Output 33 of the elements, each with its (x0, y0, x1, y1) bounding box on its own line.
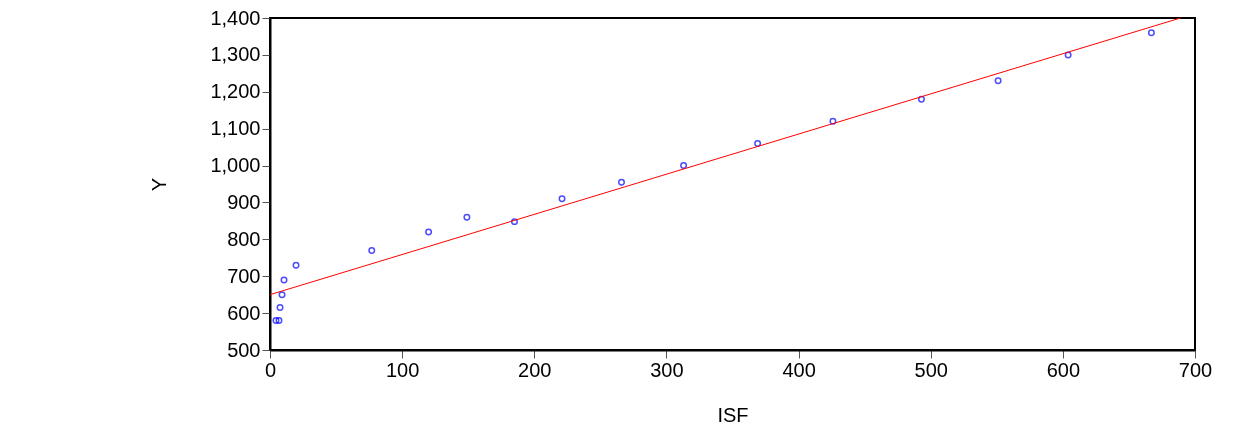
point (618, 178, 625, 186)
y-tick-label: 1,300 (210, 43, 261, 66)
y-tick-label: 800 (227, 227, 261, 250)
point (276, 304, 284, 312)
x-tick-label: 0 (264, 358, 277, 381)
y-tick-label: 1,100 (210, 117, 261, 140)
point (754, 139, 762, 147)
y-tick-label: 1,400 (210, 6, 261, 29)
x-tick-label: 400 (782, 358, 816, 381)
point (425, 228, 433, 236)
point (463, 213, 471, 221)
point (1147, 29, 1155, 37)
point (680, 162, 688, 170)
point (510, 218, 518, 226)
point (280, 276, 288, 284)
y-tick-label: 900 (227, 190, 261, 213)
x-tick-label: 200 (518, 358, 552, 381)
y-tick-label: 600 (227, 301, 261, 324)
x-axis-title: ISF (717, 403, 749, 426)
y-tick-label: 700 (227, 264, 261, 287)
x-tick-label: 100 (385, 358, 420, 381)
y-tick-label: 1,200 (210, 80, 261, 103)
point (994, 77, 1002, 85)
point (292, 261, 300, 269)
y-tick-label: 500 (227, 338, 261, 361)
point (558, 195, 566, 203)
point (368, 246, 376, 254)
x-tick-label: 700 (1178, 358, 1213, 381)
y-tick-label: 1,000 (210, 154, 261, 177)
x-tick-label: 500 (914, 358, 948, 381)
x-tick-label: 600 (1046, 358, 1081, 381)
x-tick-label: 300 (650, 358, 684, 381)
y-axis-title: Y (148, 177, 171, 192)
